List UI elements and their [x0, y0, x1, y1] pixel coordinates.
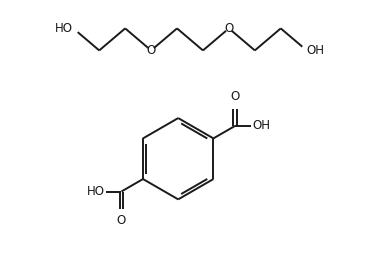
Text: O: O: [117, 214, 126, 227]
Text: O: O: [224, 22, 234, 35]
Text: HO: HO: [86, 185, 105, 198]
Text: O: O: [230, 90, 240, 103]
Text: OH: OH: [307, 44, 325, 57]
Text: HO: HO: [55, 22, 73, 35]
Text: O: O: [146, 44, 156, 57]
Text: OH: OH: [252, 120, 270, 132]
